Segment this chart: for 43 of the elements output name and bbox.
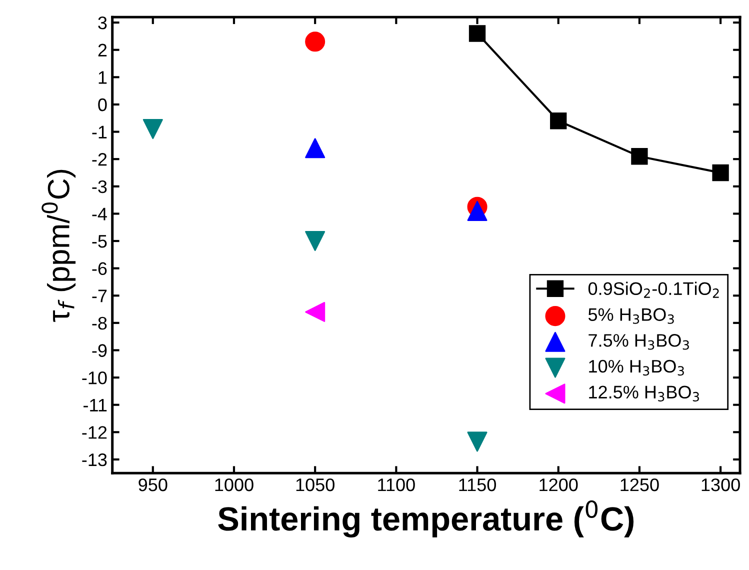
y-tick-label: -5 [92,235,107,248]
x-tick-label: 950 [138,478,168,492]
x-tick-label: 1150 [459,478,496,492]
point [305,302,326,322]
point [142,119,163,140]
y-tick-label: -11 [84,398,107,412]
x-tick-label: 1300 [702,478,740,492]
x-tick-label: 1250 [620,478,659,492]
y-tick-label: 2 [98,44,107,56]
x-tick-label: 1100 [378,478,415,492]
y-tick-label: -9 [92,344,107,357]
x-tick-label: 1050 [296,478,334,492]
point [550,112,567,130]
y-tick-label: -13 [82,453,107,466]
y-tick-label: 3 [98,16,107,30]
legend-label: 12.5% H$_{3}$BO$_{3}$ [589,386,699,402]
point [305,32,326,52]
x-tick-label: 1000 [215,478,254,492]
y-tick-label: 0 [98,98,107,112]
point [631,148,648,165]
point [712,164,729,182]
point [468,25,486,42]
x-axis-title: Sintering temperature ($^{0}$C) [218,500,634,538]
y-tick-label: -12 [82,426,107,439]
y-tick-label: -6 [92,262,107,276]
y-tick-label: -3 [92,180,107,194]
y-tick-label: -7 [92,290,107,302]
legend-label: 7.5% H$_{3}$BO$_{3}$ [588,334,689,350]
legend-label: 10% H$_{3}$BO$_{3}$ [589,360,684,376]
point [305,230,326,252]
legend-label: 5% H$_{3}$BO$_{3}$ [588,308,674,324]
y-tick-label: 1 [98,71,107,84]
y-tick-label: -10 [82,371,107,384]
point [305,138,326,158]
point [467,432,488,452]
y-tick-label: -2 [92,153,107,166]
y-tick-label: -1 [92,126,107,138]
legend-label: 0.9SiO$_{2}$-0.1TiO$_{2}$ [588,282,719,298]
y-axis-title: τ$_{f}$ (ppm/$^{0}$C) [42,170,76,322]
y-tick-label: -4 [92,208,107,220]
y-tick-label: -8 [92,316,107,330]
x-tick-label: 1200 [540,478,578,492]
point [467,200,488,221]
